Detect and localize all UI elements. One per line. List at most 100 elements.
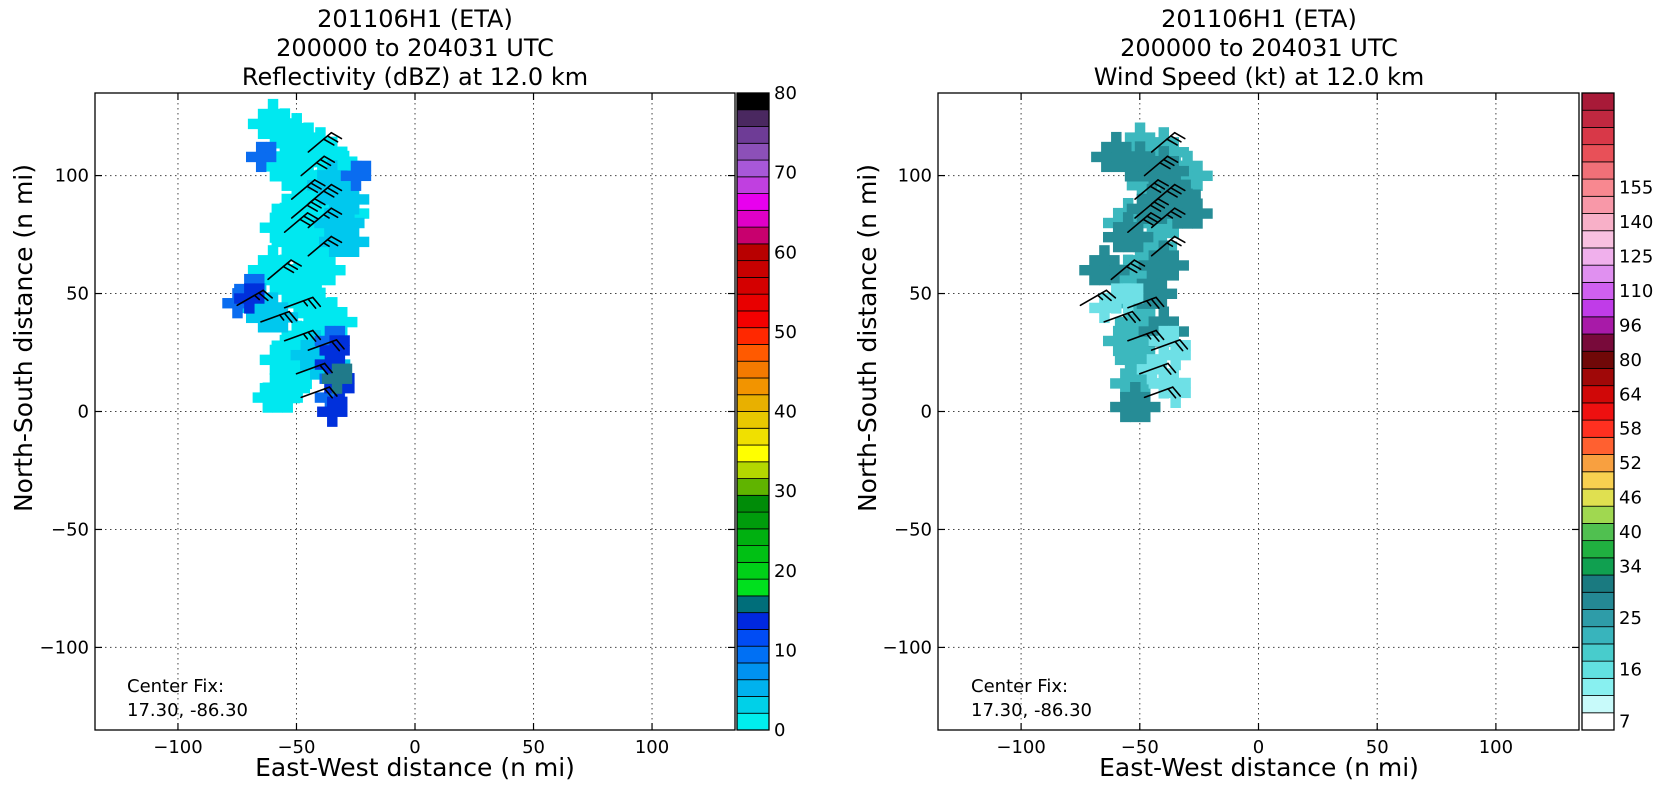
echo-cell (1192, 180, 1203, 191)
wind-barb (283, 212, 319, 233)
echo-cell (324, 359, 336, 370)
echo-cell (350, 160, 362, 172)
echo-cell (327, 406, 338, 417)
echo-cell (1130, 382, 1141, 393)
echo-cell (1180, 377, 1191, 389)
echo-cell (1146, 193, 1158, 205)
echo-cell (1111, 141, 1122, 153)
echo-cell (1102, 231, 1114, 243)
echo-cell (317, 156, 328, 167)
echo-cell (1089, 264, 1100, 276)
echo-cell (1156, 231, 1168, 242)
wind-barb (307, 207, 343, 229)
echo-cell (1144, 344, 1156, 356)
echo-cell (283, 298, 294, 309)
echo-cell (1192, 218, 1203, 229)
colorbar-tick-label: 140 (1619, 212, 1653, 233)
echo-cell (1109, 264, 1120, 276)
echo-cell (259, 128, 271, 139)
echo-cell (1112, 241, 1124, 253)
echo-cell (335, 264, 346, 276)
colorbar-segment (736, 461, 770, 479)
echo-cell (1122, 274, 1134, 285)
echo-cell (1168, 250, 1179, 261)
echo-cell (1192, 208, 1203, 219)
wind-barb (267, 259, 302, 281)
colorbar-segment (736, 293, 770, 312)
echo-cell (1102, 335, 1114, 347)
x-tick-label: −100 (996, 737, 1045, 758)
echo-cell (1180, 387, 1191, 399)
wind-barb (1127, 296, 1165, 309)
echo-cell (1112, 231, 1124, 243)
echo-cell (1136, 203, 1148, 215)
echo-cell (257, 108, 269, 120)
echo-cell (1101, 161, 1112, 173)
center-fix-value: 17.30, -86.30 (971, 700, 1092, 721)
echo-cell (1130, 391, 1141, 403)
echo-cell (1099, 245, 1110, 256)
echo-cell (327, 416, 338, 427)
wind-barb (1150, 339, 1189, 352)
echo-cell (300, 349, 311, 361)
echo-cell (1146, 288, 1158, 299)
echo-cell (1148, 250, 1160, 261)
colorbar-segment (1581, 213, 1615, 232)
echo-cell (277, 312, 289, 323)
colorbar-tick-label: 155 (1619, 178, 1653, 199)
echo-cell (1134, 151, 1146, 162)
echo-cell (279, 108, 291, 119)
echo-cell (1158, 306, 1170, 317)
echo-cell (1158, 270, 1170, 281)
echo-cell (303, 231, 314, 242)
echo-cell (1122, 197, 1134, 209)
echo-cell (305, 255, 316, 266)
echo-cell (293, 240, 304, 252)
echo-cell (281, 283, 293, 295)
echo-cell (271, 132, 283, 144)
echo-cell (1122, 241, 1134, 253)
echo-cell (1156, 354, 1168, 365)
echo-cell (1126, 180, 1138, 191)
echo-cell (1144, 306, 1156, 318)
echo-cell (1168, 155, 1179, 167)
echo-cell (300, 340, 311, 351)
wind-barb (1134, 197, 1169, 219)
echo-cell (1132, 293, 1144, 304)
echo-cell (307, 180, 318, 191)
colorbar-segment (1581, 109, 1615, 128)
echo-cell (1182, 150, 1193, 162)
y-tick-label: −50 (894, 519, 932, 540)
colorbar-tick-label: 10 (774, 640, 797, 661)
echo-cell (313, 321, 324, 332)
echo-cell (267, 292, 279, 303)
echo-cell (279, 141, 291, 152)
colorbar-tick-label: 60 (774, 242, 797, 263)
echo-cell (1146, 183, 1158, 195)
echo-cell (1124, 344, 1136, 356)
echo-cell (1170, 359, 1181, 371)
echo-cell (1132, 264, 1144, 275)
echo-cell (317, 180, 328, 191)
echo-cell (1148, 316, 1160, 327)
echo-cell (257, 264, 269, 276)
wind-barb (1150, 235, 1186, 257)
x-tick-label: 50 (1366, 737, 1389, 758)
echo-cell (1109, 274, 1120, 286)
echo-cell (1172, 198, 1183, 209)
echo-cell (319, 194, 330, 205)
echo-cell (259, 222, 271, 233)
echo-cell (341, 363, 353, 375)
wind-barb (1110, 259, 1146, 281)
echo-cell (269, 264, 281, 275)
echo-cell (360, 160, 372, 172)
colorbar-tick-label: 70 (774, 163, 797, 184)
echo-cell (1120, 378, 1131, 389)
echo-cell (1130, 411, 1141, 423)
colorbar-tick-label: 46 (1619, 488, 1642, 509)
echo-cell (265, 151, 277, 163)
echo-cell (358, 194, 370, 205)
colorbar-segment (1581, 264, 1615, 283)
colorbar-segment (736, 595, 770, 614)
